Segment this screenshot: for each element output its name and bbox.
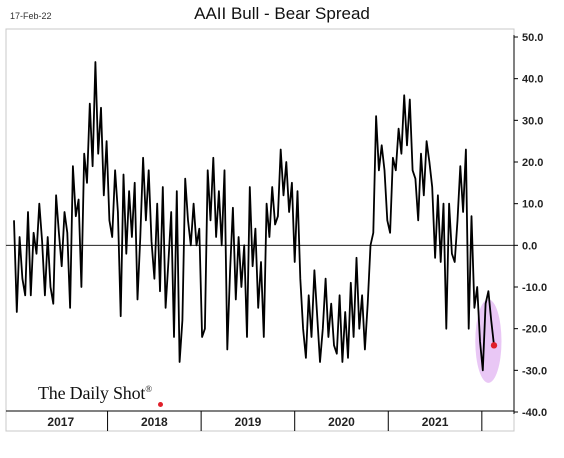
y-tick-label: 40.0 [522,74,543,86]
brand-mark: ® [145,384,152,394]
chart-title: AAII Bull - Bear Spread [194,4,370,23]
x-category-label: 2020 [328,415,355,429]
y-tick-label: 30.0 [522,115,543,127]
y-tick-label: -30.0 [522,365,547,377]
series-line-0 [13,61,495,372]
x-category-label: 2019 [235,415,262,429]
y-tick-label: 50.0 [522,32,543,44]
x-category-label: 2017 [47,415,74,429]
x-category-label: 2018 [141,415,168,429]
date-stamp: 17-Feb-22 [10,11,52,21]
y-tick-label: -10.0 [522,282,547,294]
brand-dot [158,402,163,407]
y-tick-label: 0.0 [522,240,537,252]
x-category-label: 2021 [422,415,449,429]
last-point-marker [490,342,498,349]
y-tick-label: 20.0 [522,157,543,169]
brand-name: The Daily Shot [38,383,146,403]
y-tick-label: -20.0 [522,324,547,336]
brand-logo: The Daily Shot® [38,383,152,404]
y-tick-label: 10.0 [522,199,543,211]
y-tick-label: -40.0 [522,407,547,419]
